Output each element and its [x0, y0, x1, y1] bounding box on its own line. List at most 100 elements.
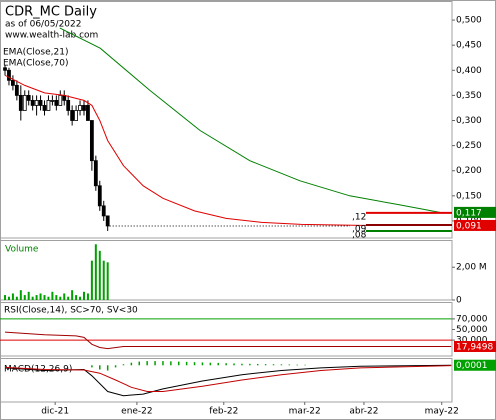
value-box-label: 0,091	[456, 221, 482, 231]
candle-body	[11, 79, 15, 86]
candle-body	[30, 100, 35, 106]
volume-bar	[79, 296, 82, 300]
title: CDR_MC Daily	[5, 5, 97, 20]
y-tick-label: 0	[456, 296, 462, 306]
volume-bar	[15, 296, 18, 300]
candle-body	[26, 94, 31, 101]
y-tick-label: 70,000	[456, 314, 488, 324]
x-tick-label: abr-22	[349, 407, 378, 417]
x-tick-label: dic-21	[41, 407, 69, 417]
candle-body	[101, 205, 106, 217]
y-tick-label: 30,000	[456, 336, 488, 346]
y-tick-label: 0,500	[456, 16, 482, 26]
volume-bar	[71, 290, 74, 300]
volume-bar	[55, 295, 58, 300]
value-box	[454, 359, 496, 371]
volume-panel	[0, 240, 453, 301]
x-tick-label: feb-22	[209, 407, 238, 417]
candle-body	[54, 100, 59, 106]
y-tick-label: 0,400	[456, 66, 482, 76]
volume-bar	[23, 295, 26, 300]
candle-body	[7, 69, 11, 81]
candle-body	[86, 105, 90, 121]
candle-body	[58, 94, 63, 106]
volume-bar	[27, 291, 30, 300]
volume-bar	[75, 295, 78, 300]
candle-body	[66, 100, 71, 111]
value-box	[454, 206, 496, 218]
volume-bar	[63, 293, 66, 300]
candle-body	[93, 160, 98, 187]
macd-panel	[0, 358, 453, 403]
candle-body	[38, 100, 43, 106]
candle-body	[97, 185, 102, 207]
volume-bar	[67, 296, 70, 300]
volume-bar	[90, 260, 93, 300]
rsi-label: RSI(Close,14), SC>70, SV<30	[4, 306, 138, 316]
y-tick-label: 0,150	[456, 191, 482, 201]
candle-body	[3, 67, 7, 71]
volume-bar	[98, 250, 101, 300]
x-tick-label: may-22	[425, 407, 459, 417]
value-box	[454, 340, 496, 352]
level-label: ,08	[352, 230, 367, 240]
volume-bar	[82, 291, 85, 300]
y-tick-label: 2,00 M	[456, 263, 487, 273]
date: as of 06/05/2022	[5, 20, 81, 30]
volume-bar	[39, 293, 42, 300]
volume-bar	[31, 296, 34, 300]
volume-bar	[11, 293, 14, 300]
value-box-label: 0,0001	[456, 361, 488, 371]
line	[4, 74, 440, 226]
x-tick-label: mar-22	[289, 407, 321, 417]
candle-body	[46, 100, 51, 111]
candle-body	[14, 84, 19, 96]
candle-body	[78, 105, 82, 111]
volume-bar	[4, 295, 7, 300]
y-tick-label: 0,450	[456, 41, 482, 51]
price-panel	[0, 1, 453, 239]
level-label: ,12	[352, 212, 366, 222]
candle-body	[105, 215, 110, 227]
y-tick-label: 0,350	[456, 91, 482, 101]
volume-bar	[19, 290, 22, 300]
volume-bar	[86, 293, 89, 300]
y-tick-label: 50,000	[456, 325, 488, 335]
volume-bar	[106, 262, 109, 300]
volume-bar	[59, 296, 62, 300]
y-tick-label: 0,300	[456, 116, 482, 126]
candle-body	[50, 100, 55, 102]
site: www.wealth-lab.com	[5, 31, 98, 41]
line	[4, 364, 452, 397]
volume-bar	[35, 295, 38, 300]
line	[59, 27, 440, 213]
volume-bar	[94, 244, 97, 300]
candle-body	[82, 105, 86, 111]
candle-body	[70, 110, 75, 121]
value-box	[454, 219, 496, 231]
value-box-label: 0,117	[456, 208, 482, 218]
line	[4, 331, 452, 350]
legend-ema70: EMA(Close,70)	[3, 59, 68, 69]
candle-body	[42, 105, 47, 111]
candle-body	[34, 100, 39, 106]
y-tick-label: 0,200	[456, 166, 482, 176]
candle-body	[89, 120, 94, 162]
candle-body	[18, 94, 23, 111]
volume-bar	[47, 296, 50, 300]
y-tick-label: 0,250	[456, 141, 482, 151]
candle-body	[22, 94, 27, 111]
candle-body	[74, 110, 78, 121]
volume-bar	[7, 296, 10, 300]
line	[4, 365, 452, 392]
volume-bar	[102, 260, 105, 300]
legend-ema21: EMA(Close,21)	[3, 48, 68, 58]
level-label: ,09	[352, 224, 367, 234]
volume-bar	[43, 295, 46, 300]
volume-bar	[51, 291, 54, 300]
x-tick-label: ene-22	[121, 407, 152, 417]
volume-label: Volume	[5, 245, 39, 255]
value-box-label: 17,9498	[456, 342, 493, 352]
